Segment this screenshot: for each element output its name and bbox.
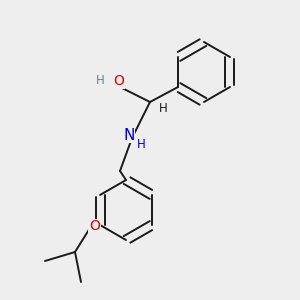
Text: H: H bbox=[96, 74, 105, 88]
Text: H: H bbox=[136, 137, 146, 151]
Text: N: N bbox=[123, 128, 135, 142]
Text: O: O bbox=[113, 74, 124, 88]
Text: H: H bbox=[159, 101, 168, 115]
Text: O: O bbox=[89, 220, 100, 233]
